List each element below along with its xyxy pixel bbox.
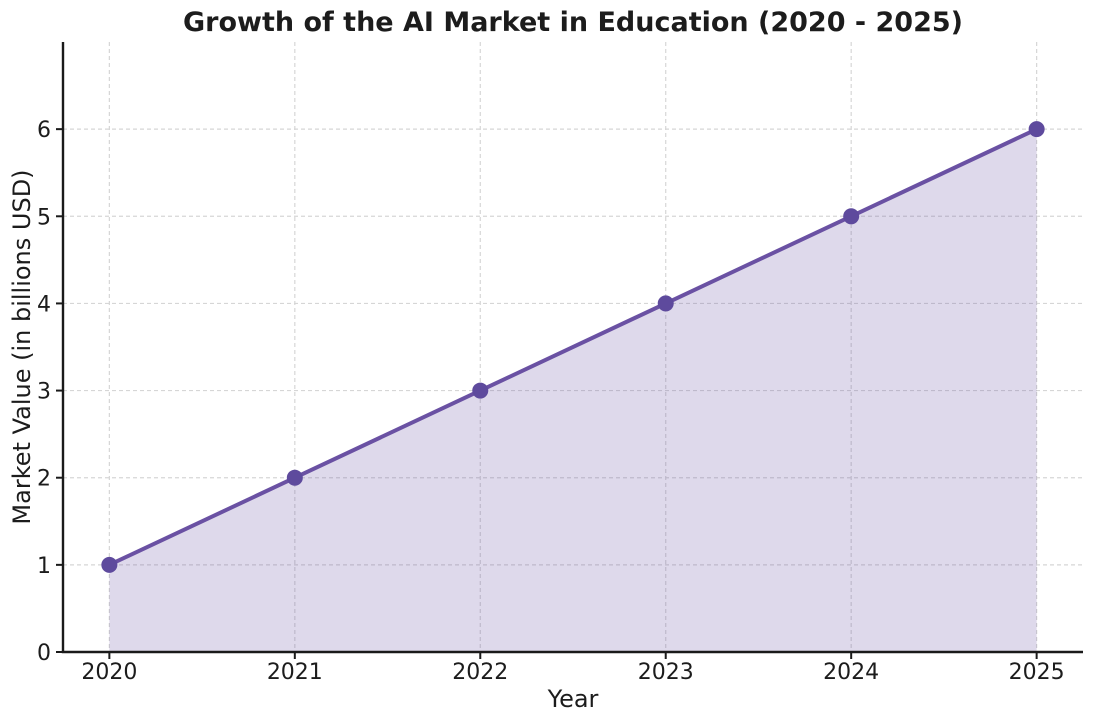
data-point-marker bbox=[657, 295, 674, 312]
y-tick-label: 4 bbox=[37, 292, 51, 317]
axes-spines bbox=[61, 42, 1083, 654]
series-line bbox=[107, 127, 1039, 567]
area-fill bbox=[109, 129, 1037, 653]
x-tick-label: 2025 bbox=[1009, 660, 1065, 685]
x-axis-label: Year bbox=[547, 685, 599, 713]
data-line bbox=[107, 127, 1039, 567]
y-tick-label: 1 bbox=[37, 554, 51, 579]
x-tick-label: 2023 bbox=[638, 660, 694, 685]
area-fill-shape bbox=[109, 129, 1037, 653]
data-point-marker bbox=[286, 469, 303, 486]
chart-title: Growth of the AI Market in Education (20… bbox=[183, 7, 963, 38]
data-point-marker bbox=[843, 208, 860, 225]
x-tick-label: 2021 bbox=[267, 660, 323, 685]
y-axis-label: Market Value (in billions USD) bbox=[8, 169, 36, 524]
x-tick-labels: 2020 2021 2022 2023 2024 2025 bbox=[81, 660, 1064, 685]
data-markers bbox=[101, 121, 1045, 573]
y-tick-label: 6 bbox=[37, 118, 51, 143]
x-tick-label: 2022 bbox=[452, 660, 508, 685]
data-point-marker bbox=[101, 556, 118, 573]
x-tick-label: 2024 bbox=[823, 660, 879, 685]
data-point-marker bbox=[472, 382, 489, 399]
y-tick-label: 3 bbox=[37, 380, 51, 405]
y-tick-label: 0 bbox=[37, 641, 51, 666]
y-tick-labels: 0 1 2 3 4 5 6 bbox=[37, 118, 51, 666]
y-tick-label: 5 bbox=[37, 205, 51, 230]
y-tick-label: 2 bbox=[37, 467, 51, 492]
data-point-marker bbox=[1028, 121, 1045, 138]
tick-marks bbox=[56, 128, 1038, 659]
x-tick-label: 2020 bbox=[81, 660, 137, 685]
